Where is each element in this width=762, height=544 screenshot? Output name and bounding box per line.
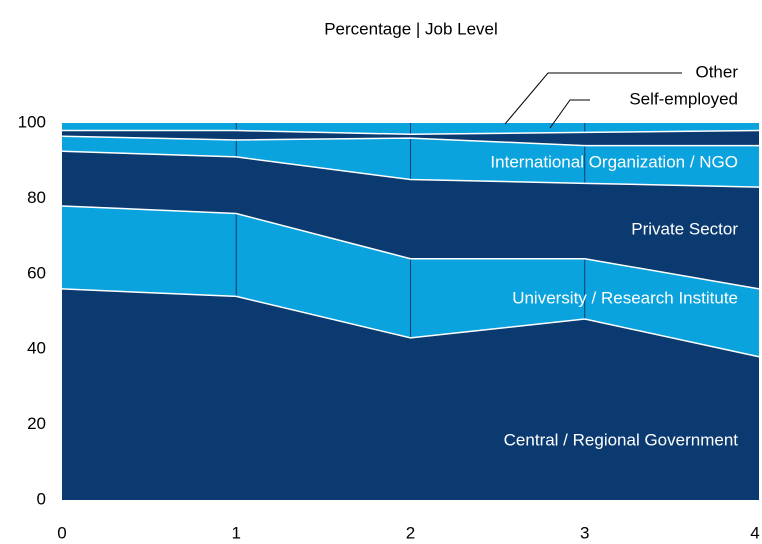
series-label: Self-employed (629, 89, 738, 108)
y-tick-label: 20 (27, 414, 46, 433)
x-tick-label: 1 (232, 523, 241, 542)
x-tick-label: 0 (57, 523, 66, 542)
y-tick-label: 40 (27, 339, 46, 358)
leader-line (549, 99, 590, 129)
y-tick-label: 80 (27, 188, 46, 207)
chart-title: Percentage | Job Level (324, 19, 498, 38)
leader-line (504, 72, 682, 125)
x-tick-label: 4 (750, 523, 759, 542)
layer-boundary (61, 205, 760, 290)
layer-boundary (62, 129, 760, 136)
x-tick-label: 2 (406, 523, 415, 542)
y-tick-label: 0 (37, 489, 46, 508)
series-label: Other (695, 62, 738, 81)
y-tick-label: 100 (18, 112, 46, 131)
series-label: University / Research Institute (512, 288, 738, 307)
y-tick-label: 60 (27, 263, 46, 282)
series-label: Central / Regional Government (504, 430, 739, 449)
layer-boundary (61, 150, 760, 188)
series-label: Private Sector (631, 219, 738, 238)
layer-boundary (61, 288, 760, 358)
layer-boundary (61, 135, 759, 147)
series-label: International Organization / NGO (490, 152, 738, 171)
x-tick-label: 3 (580, 523, 589, 542)
